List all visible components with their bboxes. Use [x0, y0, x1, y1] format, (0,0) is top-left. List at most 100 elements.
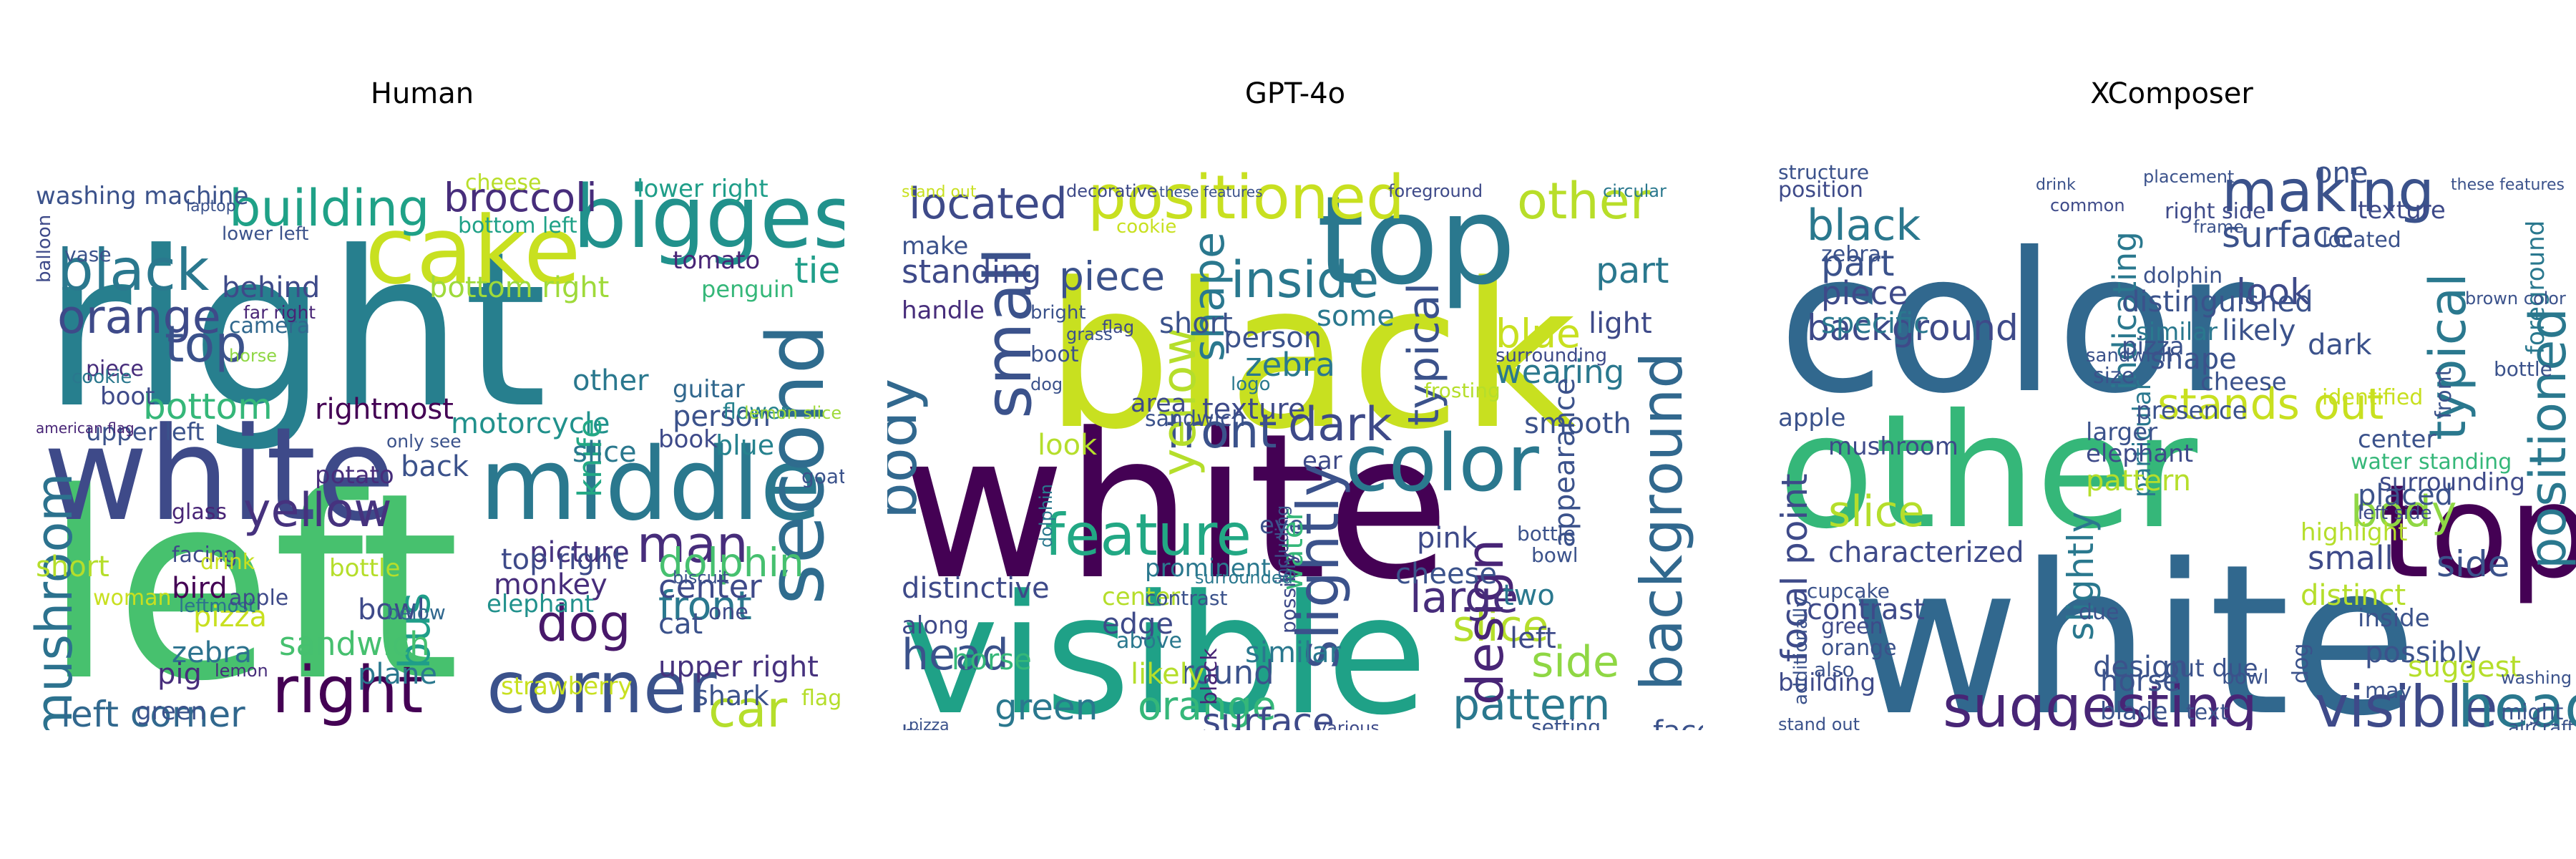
cloud-word: picture	[530, 536, 630, 569]
cloud-word: camera	[229, 314, 310, 339]
cloud-word: appearance	[1548, 378, 1581, 548]
cloud-word: prominent	[1145, 554, 1271, 583]
cloud-word: size	[2093, 364, 2135, 389]
cloud-word: one	[708, 600, 748, 625]
cloud-word: contrast	[1807, 593, 1925, 626]
cloud-word: large	[1410, 573, 1518, 623]
cloud-word: bottle	[2494, 357, 2552, 381]
cloud-word: slice	[572, 436, 637, 469]
cloud-word: front	[658, 583, 752, 629]
cloud-word: black	[57, 237, 210, 304]
cloud-word: cookie	[1116, 216, 1176, 238]
cloud-word: white	[1850, 520, 2418, 730]
cloud-word: dolphin	[1036, 484, 1056, 548]
cloud-word: washing machine	[36, 182, 248, 210]
cloud-word: other	[1517, 172, 1651, 230]
cloud-word: texture	[2358, 196, 2446, 225]
cloud-word: aircraft	[2508, 717, 2575, 730]
cloud-word: background	[1629, 352, 1695, 691]
cloud-word: make	[902, 232, 968, 261]
cloud-word: glass	[172, 500, 227, 525]
cloud-word: sandwich	[1145, 407, 1245, 432]
cloud-word: round	[1181, 654, 1274, 691]
cloud-word: wearing	[1496, 353, 1624, 391]
cloud-word: frame	[2193, 217, 2244, 237]
cloud-word: blue	[1496, 311, 1581, 356]
cloud-word: inside	[1231, 251, 1379, 309]
cloud-word: cheese	[465, 170, 542, 195]
cloud-word: dolphin	[2143, 263, 2223, 288]
cloud-word: cheese	[2200, 368, 2287, 397]
cloud-word: bottom right	[429, 271, 609, 304]
cloud-word: small	[2308, 539, 2394, 577]
cloud-word: biggest	[572, 168, 844, 268]
cloud-word: characterized	[1828, 536, 2024, 569]
cloud-word: two	[1503, 579, 1555, 612]
cloud-word: distinguished	[2122, 286, 2313, 319]
cloud-word: center	[1102, 583, 1180, 611]
cloud-word: pig	[157, 658, 202, 691]
cloud-word: common	[2050, 195, 2125, 215]
cloud-word: short	[36, 550, 109, 583]
cloud-word: specific	[1821, 307, 1929, 340]
cloud-word: dog	[1030, 374, 1063, 394]
cloud-word: middle	[479, 427, 821, 543]
cloud-word: particular	[2128, 380, 2157, 498]
cloud-word: due	[2079, 600, 2119, 625]
cloud-word: text	[2186, 700, 2228, 725]
cloud-word: horse	[952, 644, 1032, 676]
cloud-word: building	[1778, 669, 1875, 697]
cloud-word: larger	[2086, 418, 2157, 447]
cloud-word: shape	[2150, 343, 2237, 376]
cloud-word: smooth	[1524, 407, 1631, 440]
cloud-word: sandwich	[279, 625, 430, 663]
cloud-word: additionally	[1790, 596, 1812, 705]
cloud-word: surrounding	[2379, 468, 2525, 497]
cloud-word: yellow	[1153, 327, 1206, 476]
cloud-word: person	[1224, 321, 1322, 354]
cloud-word: white	[43, 400, 396, 550]
cloud-word: motorcycle	[451, 407, 610, 440]
cloud-word: various	[1317, 718, 1380, 730]
cloud-word: presence	[2136, 397, 2248, 425]
cloud-word: water	[1277, 508, 1309, 591]
cloud-word: typical	[2419, 273, 2477, 440]
cloud-word: handle	[902, 296, 985, 325]
cloud-word: woman	[93, 586, 172, 611]
cloud-word: left	[1510, 622, 1556, 655]
cloud-word: stand out	[902, 183, 977, 201]
cloud-word: decorative	[1066, 181, 1158, 201]
cloud-word: circular	[1603, 181, 1667, 201]
cloud-word: pizza	[2122, 332, 2185, 361]
cloud-word: zebra	[172, 636, 252, 669]
cloud-word: lower right	[637, 175, 769, 203]
cloud-word: orange	[1138, 683, 1277, 729]
cloud-word: look	[2236, 271, 2311, 313]
cloud-word: lemon	[215, 661, 268, 681]
cloud-word: horse	[2100, 665, 2180, 698]
cloud-word: placement	[2143, 167, 2234, 187]
cloud-word: visible	[902, 560, 1428, 730]
cloud-word: surface	[1202, 701, 1335, 730]
cloud-word: building	[229, 179, 429, 238]
cloud-word: biscuit	[673, 568, 729, 588]
cloud-word: other	[1778, 380, 2198, 563]
cloud-word: setting	[1531, 715, 1601, 730]
cloud-word: bowl	[2222, 665, 2269, 689]
cloud-word: texture	[1202, 393, 1305, 426]
cloud-word: lemon slice	[744, 403, 841, 423]
cloud-word: drink	[200, 550, 255, 575]
cloud-word: lower left	[222, 223, 308, 245]
cloud-word: slightly	[1285, 462, 1352, 669]
cloud-word: located	[2322, 228, 2401, 253]
cloud-word: orange	[57, 291, 221, 344]
cloud-word: right side	[2165, 199, 2266, 224]
cloud-word: focal point	[1774, 473, 1815, 662]
cloud-word: dark	[2308, 329, 2372, 361]
cloud-word: water standing	[2351, 450, 2512, 475]
cloud-word: left corner	[61, 694, 245, 730]
cloud-word: brown color	[2465, 288, 2566, 309]
cloud-word: tomato	[673, 246, 760, 275]
cloud-word: body	[2351, 487, 2457, 537]
cloud-word: placed	[2358, 479, 2453, 512]
